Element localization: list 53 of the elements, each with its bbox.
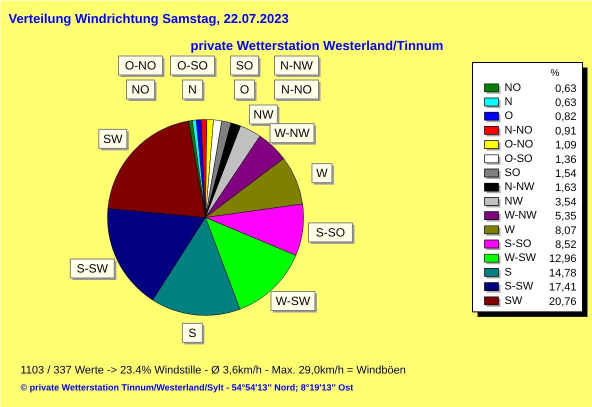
data-label: 0,91 [555,125,577,138]
data-label: 12,96 [548,253,577,266]
category-label: N-NW [280,58,313,72]
data-label: 5,35 [555,210,577,223]
data-label: 1,63 [555,182,577,194]
legend-label: N-NO [504,124,534,136]
chart-subtitle: private Wetterstation Westerland/Tinnum [190,38,444,53]
slice-label: W [316,166,328,180]
slice-label: S [188,326,196,340]
data-label: 20,76 [548,296,577,308]
legend-label: O [504,110,514,122]
data-label: 1,54 [555,168,577,180]
slice-label: N [188,82,197,96]
legend-label: N-NW [504,181,536,194]
category-label: O [240,82,250,96]
slice-label: SW [103,132,124,146]
data-label: 14,78 [548,267,577,280]
text: © private Wetterstation Tinnum/Westerland/Sylt - 54°54'13'' Nord; 8°19'13'' Ost [20,382,354,392]
legend-label: S-SO [504,238,532,250]
legend-label: W [504,224,516,236]
data-label: 1,09 [555,140,577,152]
slice-label: S-SW [76,261,109,276]
chart-title: Verteilung Windrichtung Samstag, 22.07.2023 [8,11,289,26]
category-label: NO [132,82,150,96]
category-label: SO [236,58,254,72]
slice-label: S-SO [316,225,346,240]
legend-label: SO [504,167,521,179]
slice-label: W-NW [274,126,310,140]
category-label: O-SO [177,58,208,72]
data-label: 1,36 [555,154,577,166]
legend-label: S-SW [504,280,534,293]
legend-label: O-NO [504,138,534,151]
legend-label: O-SO [504,152,534,165]
category-label: N-NO [281,82,312,96]
data-label: 3,54 [555,196,577,208]
slice-label: W-SW [276,294,311,308]
text: 1103 / 337 Werte -> 23.4% Windstille - Ø 3,6km/h - Max. 29,0km/h = Windböen [20,364,406,376]
slice-label: NW [253,107,274,122]
legend-label: W-SW [504,252,537,264]
legend-title: % [550,68,560,80]
legend-label: NO [504,82,522,94]
legend-label: W-NW [504,210,538,222]
legend-label: S [504,266,512,278]
data-label: 8,52 [555,239,577,251]
legend-label: N [504,96,512,108]
data-label: 8,07 [555,224,577,237]
data-label: 17,41 [548,282,577,294]
data-label: 0,82 [555,111,577,124]
data-label: 0,63 [555,97,577,109]
legend-label: NW [504,195,524,208]
category-label: O-NO [124,58,156,72]
data-label: 0,63 [555,82,577,95]
legend-label: SW [504,294,523,307]
